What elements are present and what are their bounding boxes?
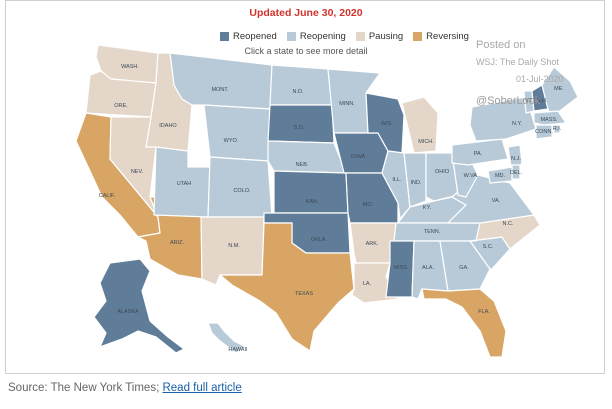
- legend-swatch-pausing: [355, 32, 365, 41]
- state-nd[interactable]: [269, 64, 333, 106]
- legend-label-reopened: Reopened: [233, 31, 277, 42]
- state-ks[interactable]: [273, 170, 349, 214]
- state-fl[interactable]: [421, 288, 507, 358]
- read-article-link[interactable]: Read full article: [162, 382, 242, 394]
- legend-item-reversing: Reversing: [413, 31, 469, 42]
- state-ct[interactable]: [535, 124, 553, 140]
- source-text: Source: The New York Times;: [8, 382, 163, 394]
- state-sd[interactable]: [267, 104, 335, 144]
- source-caption: Source: The New York Times; Read full ar…: [8, 382, 242, 394]
- state-co[interactable]: [207, 156, 273, 218]
- state-nv[interactable]: [109, 116, 159, 218]
- state-ak[interactable]: [93, 258, 185, 354]
- state-md[interactable]: [487, 166, 513, 184]
- state-mi[interactable]: [401, 96, 439, 154]
- state-de[interactable]: [511, 164, 521, 180]
- state-pa[interactable]: [451, 138, 509, 166]
- state-ut[interactable]: [153, 146, 211, 218]
- updated-date: Updated June 30, 2020: [249, 7, 363, 19]
- watermark-source: WSJ: The Daily Shot: [476, 57, 559, 67]
- watermark-handle: @SoberLook: [476, 95, 541, 107]
- legend-swatch-reopening: [286, 32, 296, 41]
- state-ri[interactable]: [553, 124, 561, 134]
- legend-item-reopening: Reopening: [286, 31, 346, 42]
- state-mt[interactable]: [169, 52, 273, 110]
- legend-swatch-reopened: [220, 32, 229, 41]
- state-ia[interactable]: [333, 132, 389, 174]
- state-ma[interactable]: [533, 110, 567, 126]
- state-ms[interactable]: [385, 240, 415, 298]
- click-hint: Click a state to see more detail: [244, 46, 368, 56]
- legend-item-reopened: Reopened: [220, 31, 277, 42]
- state-in[interactable]: [403, 152, 427, 208]
- state-ne[interactable]: [267, 140, 347, 174]
- legend-label-reopening: Reopening: [299, 31, 346, 42]
- legend-swatch-reversing: [413, 32, 423, 41]
- legend-item-pausing: Pausing: [355, 31, 404, 42]
- map-frame: Updated June 30, 2020 Reopened Reopening…: [5, 0, 605, 374]
- legend-label-pausing: Pausing: [368, 31, 404, 42]
- state-me[interactable]: [541, 66, 579, 118]
- watermark-posted: Posted on: [476, 39, 526, 51]
- state-wy[interactable]: [203, 104, 271, 162]
- legend-label-reversing: Reversing: [426, 31, 469, 42]
- watermark-date: 01-Jul-2020: [516, 74, 564, 84]
- state-tx[interactable]: [219, 222, 355, 352]
- state-tn[interactable]: [393, 222, 481, 242]
- state-nc[interactable]: [469, 214, 541, 250]
- legend: Reopened Reopening Pausing Reversing: [220, 31, 479, 42]
- state-ga[interactable]: [439, 240, 491, 292]
- state-ar[interactable]: [349, 222, 397, 264]
- state-hi[interactable]: [207, 322, 247, 354]
